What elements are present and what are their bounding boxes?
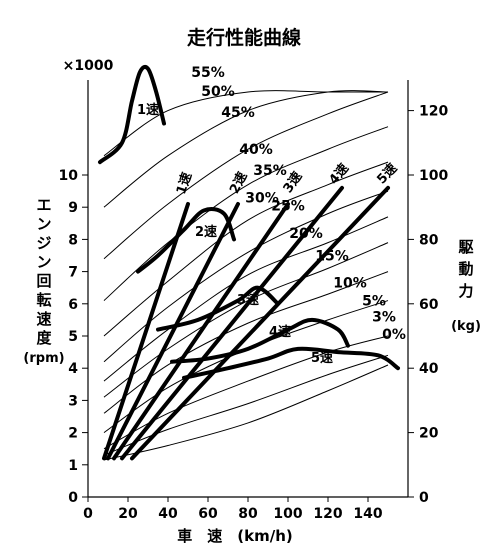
y-ticks: 0 1 2 3 4 5 6 7 8 9 10	[59, 168, 88, 506]
x-tick-label: 40	[158, 506, 178, 522]
gradient-label: 50%	[201, 84, 235, 100]
gradient-label: 3%	[372, 310, 396, 326]
x-tick-label: 0	[83, 506, 93, 522]
driving-force-curve	[156, 285, 280, 332]
gradient-label: 45%	[221, 105, 255, 121]
x-ticks: 0 20 40 60 80 100 120 140	[83, 497, 383, 522]
gear-line-label: 5速	[374, 160, 401, 187]
gradient-label: 5%	[362, 293, 386, 309]
x-tick-label: 140	[353, 506, 382, 522]
y-axis-unit: (rpm)	[23, 351, 64, 366]
gear-lines: 1速 2速 3速 4速 5速	[102, 160, 401, 461]
y-tick-label: 1	[68, 458, 78, 474]
y2-tick-label: 80	[419, 232, 439, 248]
y2-tick-label: 20	[419, 426, 439, 442]
gradient-curve	[103, 126, 389, 301]
y-tick-label: 2	[68, 426, 78, 442]
y2-axis-title-text: 駆動力	[458, 238, 473, 300]
gradient-label: 35%	[253, 163, 287, 179]
gradient-label: 55%	[191, 65, 225, 81]
y-multiplier: ×1000	[63, 58, 114, 74]
y2-tick-label: 100	[419, 168, 448, 184]
y2-tick-label: 0	[419, 490, 429, 506]
x-tick-label: 80	[238, 506, 258, 522]
gradient-curve	[103, 354, 389, 456]
gear-line	[102, 201, 190, 461]
y-axis-title: エンジン回転速度	[36, 196, 52, 347]
y-tick-label: 9	[68, 200, 78, 216]
gradient-curve	[103, 161, 389, 337]
driving-force-label: 1速	[137, 102, 159, 118]
gear-line	[120, 185, 344, 461]
gradient-curve	[103, 335, 389, 450]
gradient-curve	[103, 364, 389, 461]
gear-line-label: 1速	[173, 170, 195, 196]
y-tick-label: 10	[59, 168, 79, 184]
x-tick-label: 120	[313, 506, 342, 522]
driving-force-curve	[98, 64, 166, 165]
gradient-label: 30%	[245, 190, 279, 206]
y-tick-label: 7	[68, 265, 78, 281]
x-tick-label: 60	[198, 506, 218, 522]
driving-force-curve	[136, 206, 236, 274]
gear-line	[106, 201, 240, 461]
gradient-curve	[103, 90, 388, 157]
y-tick-label: 8	[68, 232, 78, 248]
gradient-label: 15%	[315, 248, 349, 264]
x-tick-label: 20	[118, 506, 138, 522]
gear-line	[112, 201, 290, 461]
y-tick-label: 6	[68, 297, 78, 313]
x-tick-label: 100	[273, 506, 302, 522]
y-axis-title-text: エンジン回転速度	[36, 196, 52, 347]
driving-force-curve	[182, 346, 400, 380]
gear-line	[130, 185, 390, 461]
gradient-curve	[103, 90, 389, 208]
driving-force-label: 2速	[195, 224, 217, 240]
gradient-curve	[103, 91, 389, 260]
y-tick-label: 5	[68, 329, 78, 345]
driving-force-label: 5速	[311, 350, 333, 366]
driving-force-label: 4速	[269, 324, 291, 340]
y-tick-label: 3	[68, 393, 78, 409]
chart-title: 走行性能曲線	[187, 26, 301, 49]
y2-tick-label: 40	[419, 361, 439, 377]
y2-axis-unit: (kg)	[451, 319, 481, 334]
gradient-curve	[103, 190, 389, 363]
gradient-label: 40%	[239, 142, 273, 158]
x-axis-title: 車 速 (km/h)	[177, 527, 292, 545]
gradient-label: 10%	[333, 276, 367, 292]
gradient-label: 0%	[382, 327, 406, 343]
driving-force-curve	[170, 317, 350, 364]
y2-tick-label: 60	[419, 297, 439, 313]
y2-axis-title: 駆動力	[458, 238, 473, 300]
y-tick-label: 4	[68, 361, 78, 377]
y2-tick-label: 120	[419, 104, 448, 120]
y-tick-label: 0	[68, 490, 78, 506]
y2-ticks: 0 20 40 60 80 100 120	[408, 104, 448, 506]
